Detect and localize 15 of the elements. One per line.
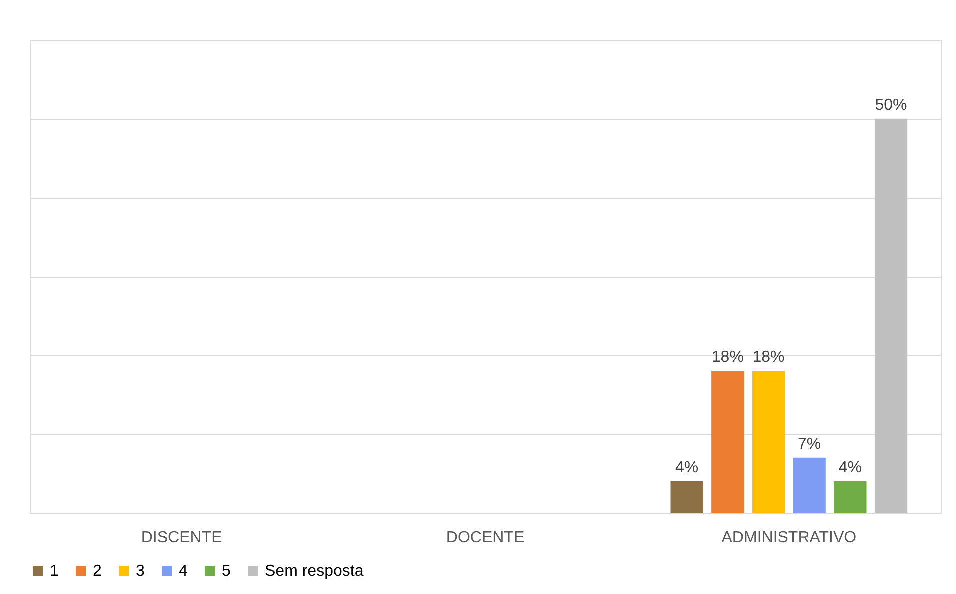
data-label: 7% [798, 436, 822, 453]
data-label: 18% [752, 349, 785, 366]
legend-label: 3 [136, 563, 145, 580]
data-label: 4% [676, 459, 699, 476]
legend-label: 4 [179, 563, 188, 580]
legend-label: Sem resposta [265, 563, 364, 580]
legend-label: 2 [93, 563, 102, 580]
data-label: 4% [838, 459, 862, 476]
x-tick-label: DISCENTE [141, 530, 222, 546]
legend-label: 1 [50, 563, 59, 580]
x-tick-label: DOCENTE [446, 530, 525, 546]
data-label: 18% [712, 349, 744, 366]
data-label: 50% [875, 96, 908, 114]
x-tick-label: ADMINISTRATIVO [722, 530, 857, 546]
legend-label: 5 [222, 563, 231, 580]
